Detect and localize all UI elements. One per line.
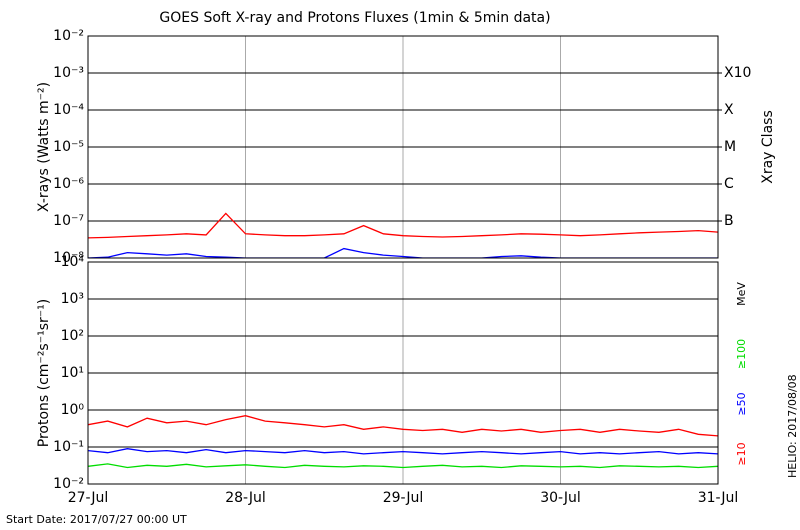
series-line (88, 448, 718, 455)
y-tick-label: 10⁻² (53, 28, 84, 44)
y2-tick-label: M (724, 139, 736, 155)
plot-frame (87, 35, 719, 259)
y-tick-label: 10⁻⁴ (53, 102, 84, 118)
legend-label: ≥100 (735, 339, 748, 369)
y-tick-label: 10⁻¹ (53, 439, 84, 455)
series-line (88, 212, 718, 239)
y-axis-label: X-rays (Watts m⁻²) (36, 82, 52, 212)
x-tick-label: 29-Jul (383, 490, 424, 506)
series-line (88, 463, 718, 469)
footer: Start Date: 2017/07/27 00:00 UT (6, 513, 187, 526)
y-tick-label: 10⁴ (61, 254, 85, 270)
y-tick-label: 10⁰ (61, 402, 85, 418)
y-tick-label: 10⁻² (53, 476, 84, 492)
y-axis-label: Protons (cm⁻²s⁻¹sr⁻¹) (36, 299, 52, 448)
x-tick-label: 31-Jul (698, 490, 739, 506)
y-tick-label: 10⁻⁵ (53, 139, 84, 155)
y2-axis-label: Xray Class (760, 110, 776, 184)
y2-tick-label: X (724, 102, 734, 118)
series-line (88, 247, 718, 258)
y-tick-label: 10⁻³ (53, 65, 84, 81)
series-line (88, 415, 718, 437)
stamp: HELIO: 2017/08/08 (786, 374, 799, 478)
x-tick-label: 28-Jul (225, 490, 266, 506)
unit-label: MeV (735, 282, 748, 306)
y-tick-label: 10⁻⁷ (53, 213, 84, 229)
y2-tick-label: C (724, 176, 734, 192)
y-tick-label: 10³ (61, 291, 84, 307)
y-tick-label: 10² (61, 328, 84, 344)
x-tick-label: 27-Jul (68, 490, 109, 506)
x-tick-label: 30-Jul (540, 490, 581, 506)
y-tick-label: 10¹ (61, 365, 84, 381)
y-tick-label: 10⁻⁸ (53, 250, 84, 266)
legend-label: ≥10 (735, 442, 748, 465)
y2-tick-label: B (724, 213, 734, 229)
legend-label: ≥50 (735, 392, 748, 415)
plot-frame (87, 261, 719, 485)
y-tick-label: 10⁻⁶ (53, 176, 84, 192)
chart-title: GOES Soft X-ray and Protons Fluxes (1min… (159, 10, 550, 26)
y2-tick-label: X10 (724, 65, 751, 81)
